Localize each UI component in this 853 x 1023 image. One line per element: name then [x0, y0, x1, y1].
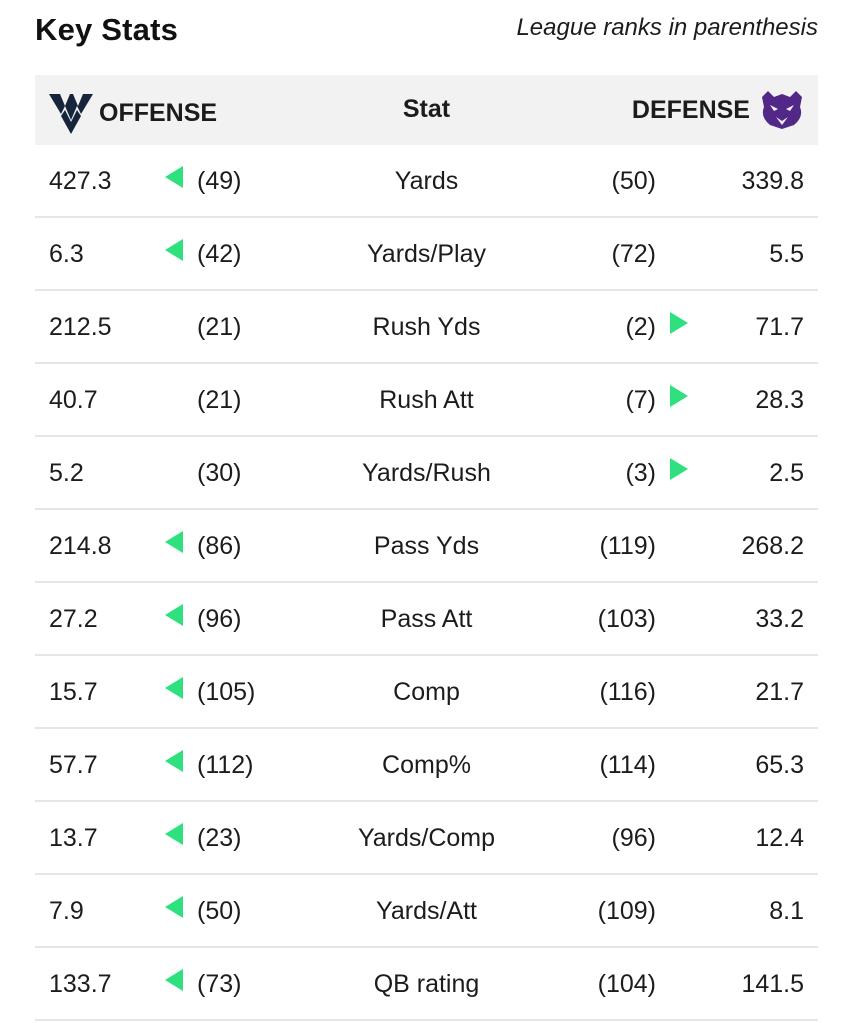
offense-value: 6.3 — [49, 240, 84, 268]
stat-name: QB rating — [373, 970, 480, 998]
offense-rank: (42) — [197, 240, 242, 268]
table-row: 57.7 (112) Comp% (114) 65.3 — [35, 729, 818, 802]
defense-value: 33.2 — [755, 605, 804, 633]
wv-logo-icon — [49, 94, 93, 134]
offense-rank: (112) — [197, 751, 254, 779]
offense-rank: (105) — [197, 678, 256, 706]
defense-advantage-arrow-icon — [670, 312, 688, 334]
offense-advantage-arrow-icon — [165, 750, 183, 772]
stat-header: Stat — [402, 95, 451, 123]
defense-rank: (2) — [625, 313, 656, 341]
defense-rank: (7) — [625, 386, 656, 414]
defense-rank: (109) — [597, 897, 656, 925]
defense-value: 5.5 — [769, 240, 804, 268]
stat-name: Yards — [394, 167, 459, 195]
table-row: 212.5 (21) Rush Yds (2) 71.7 — [35, 291, 818, 364]
table-header: OFFENSE Stat DEFENSE — [35, 75, 818, 145]
defense-rank: (104) — [597, 970, 656, 998]
defense-advantage-arrow-icon — [670, 385, 688, 407]
table-row: 5.2 (30) Yards/Rush (3) 2.5 — [35, 437, 818, 510]
offense-value: 427.3 — [49, 167, 112, 195]
offense-value: 27.2 — [49, 605, 98, 633]
offense-rank: (23) — [197, 824, 242, 852]
defense-value: 28.3 — [755, 386, 804, 414]
offense-advantage-arrow-icon — [165, 166, 183, 188]
offense-rank: (21) — [197, 386, 242, 414]
defense-rank: (103) — [597, 605, 656, 633]
defense-rank: (50) — [611, 167, 656, 195]
defense-value: 8.1 — [769, 897, 804, 925]
defense-rank: (96) — [611, 824, 656, 852]
offense-value: 5.2 — [49, 459, 84, 487]
defense-value: 2.5 — [769, 459, 804, 487]
defense-value: 71.7 — [755, 313, 804, 341]
defense-label: DEFENSE — [631, 95, 750, 124]
defense-value: 141.5 — [741, 970, 804, 998]
table-row: 6.3 (42) Yards/Play (72) 5.5 — [35, 218, 818, 291]
offense-rank: (49) — [197, 167, 242, 195]
table-row: 13.7 (23) Yards/Comp (96) 12.4 — [35, 802, 818, 875]
offense-advantage-arrow-icon — [165, 531, 183, 553]
stat-name: Yards/Play — [366, 240, 487, 268]
table-row: 214.8 (86) Pass Yds (119) 268.2 — [35, 510, 818, 583]
offense-rank: (30) — [197, 459, 242, 487]
stat-name: Yards/Rush — [362, 459, 491, 487]
offense-rank: (50) — [197, 897, 242, 925]
offense-label: OFFENSE — [99, 98, 218, 127]
key-stats-table: OFFENSE Stat DEFENSE 427.3 (49) Yards (5… — [35, 75, 818, 1021]
offense-value: 212.5 — [49, 313, 112, 341]
defense-header: DEFENSE — [632, 91, 804, 129]
offense-value: 15.7 — [49, 678, 98, 706]
offense-value: 40.7 — [49, 386, 98, 414]
stat-name: Rush Att — [379, 386, 474, 414]
offense-advantage-arrow-icon — [165, 896, 183, 918]
defense-rank: (72) — [611, 240, 656, 268]
table-body: 427.3 (49) Yards (50) 339.8 6.3 (42) Yar… — [35, 145, 818, 1021]
defense-value: 268.2 — [741, 532, 804, 560]
offense-value: 7.9 — [49, 897, 84, 925]
defense-value: 65.3 — [755, 751, 804, 779]
offense-value: 214.8 — [49, 532, 112, 560]
offense-advantage-arrow-icon — [165, 604, 183, 626]
offense-value: 57.7 — [49, 751, 98, 779]
offense-advantage-arrow-icon — [165, 677, 183, 699]
offense-rank: (21) — [197, 313, 242, 341]
defense-rank: (119) — [599, 532, 656, 560]
defense-rank: (3) — [625, 459, 656, 487]
defense-value: 339.8 — [741, 167, 804, 195]
offense-advantage-arrow-icon — [165, 823, 183, 845]
offense-rank: (96) — [197, 605, 242, 633]
defense-value: 12.4 — [755, 824, 804, 852]
stat-name: Yards/Att — [376, 897, 477, 925]
offense-header: OFFENSE — [49, 92, 217, 134]
offense-advantage-arrow-icon — [165, 969, 183, 991]
defense-rank: (116) — [599, 678, 656, 706]
stat-name: Rush Yds — [372, 313, 481, 341]
table-row: 133.7 (73) QB rating (104) 141.5 — [35, 948, 818, 1021]
offense-value: 13.7 — [49, 824, 98, 852]
defense-advantage-arrow-icon — [670, 458, 688, 480]
stat-name: Pass Yds — [373, 532, 480, 560]
stat-name: Comp% — [382, 751, 471, 779]
stat-name: Yards/Comp — [357, 824, 496, 852]
stat-name: Pass Att — [380, 605, 473, 633]
offense-rank: (73) — [197, 970, 242, 998]
table-row: 27.2 (96) Pass Att (103) 33.2 — [35, 583, 818, 656]
defense-value: 21.7 — [755, 678, 804, 706]
offense-advantage-arrow-icon — [165, 239, 183, 261]
page-title: Key Stats — [35, 12, 179, 47]
ranks-note: League ranks in parenthesis — [516, 14, 818, 41]
offense-value: 133.7 — [49, 970, 112, 998]
stat-name: Comp — [393, 678, 460, 706]
offense-rank: (86) — [197, 532, 242, 560]
table-row: 427.3 (49) Yards (50) 339.8 — [35, 145, 818, 218]
table-row: 7.9 (50) Yards/Att (109) 8.1 — [35, 875, 818, 948]
wildcat-logo-icon — [762, 91, 802, 129]
defense-rank: (114) — [599, 751, 656, 779]
table-row: 40.7 (21) Rush Att (7) 28.3 — [35, 364, 818, 437]
table-row: 15.7 (105) Comp (116) 21.7 — [35, 656, 818, 729]
